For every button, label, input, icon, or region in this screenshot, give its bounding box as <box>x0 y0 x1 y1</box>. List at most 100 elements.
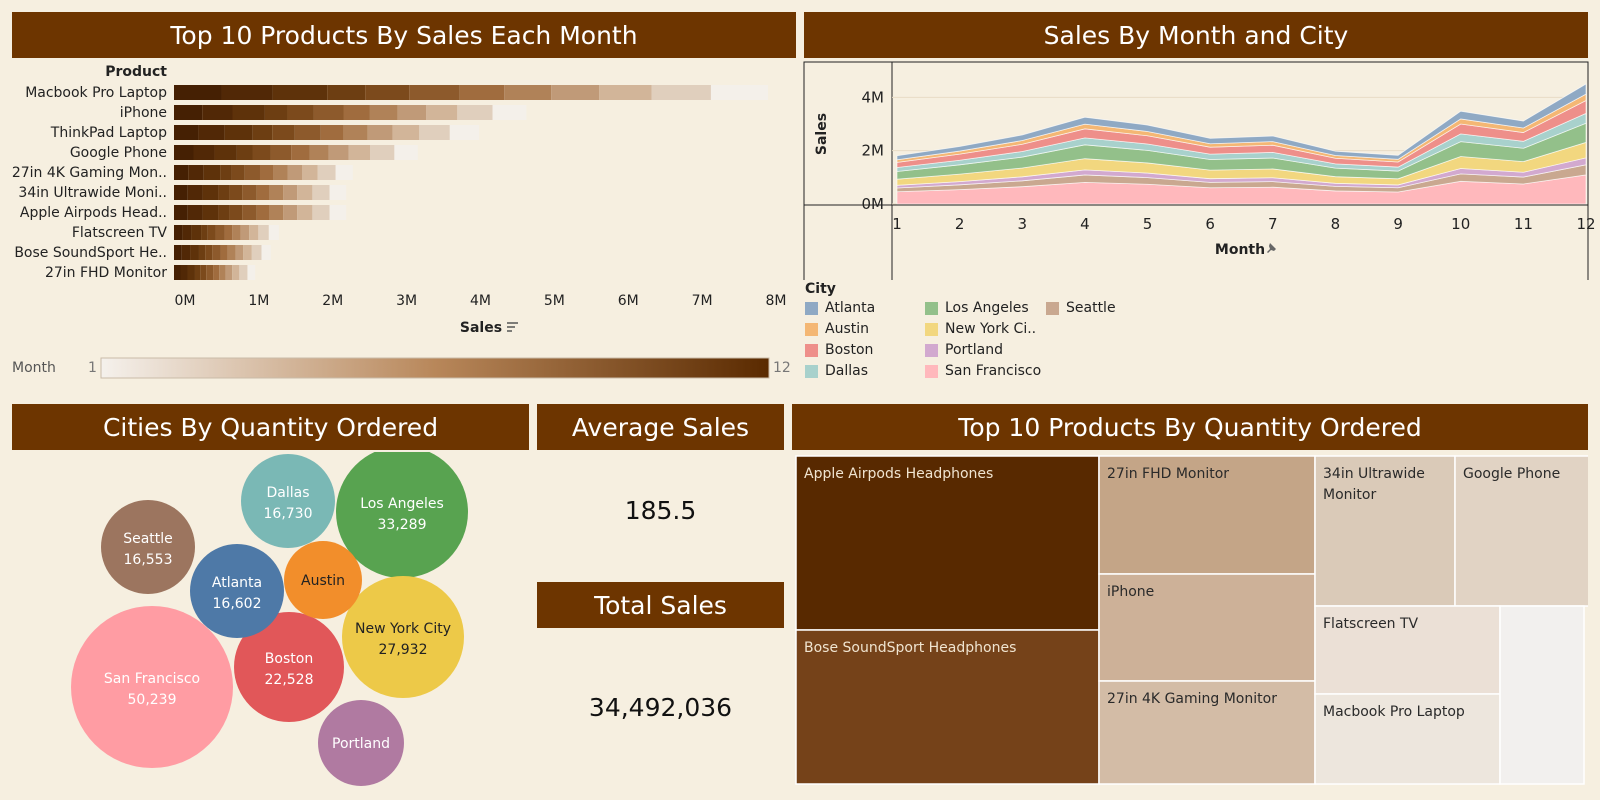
bar-segment <box>291 145 310 160</box>
legend-swatch <box>925 322 938 336</box>
bar-segment <box>426 105 458 120</box>
bar-segment <box>457 105 493 120</box>
bubble-value: 22,528 <box>265 672 314 688</box>
bubble-label: Atlanta <box>212 575 262 591</box>
city-bubble <box>284 541 362 619</box>
bar-segment <box>710 85 768 100</box>
bar-segment <box>207 225 216 240</box>
product-label: Apple Airpods Head.. <box>20 205 167 221</box>
bar-segment <box>256 185 270 200</box>
bar-segment <box>193 145 215 160</box>
bar-segment <box>258 225 269 240</box>
bar-segment <box>392 125 420 140</box>
bar-segment <box>247 265 256 280</box>
bubble-value: 50,239 <box>128 692 177 708</box>
cities-bubble-chart: San Francisco 50,239 Los Angeles 33,289 New … <box>71 452 468 786</box>
bar-segment <box>409 85 460 100</box>
legend-swatch <box>1046 301 1059 315</box>
x-axis-label: Month <box>1215 242 1265 258</box>
bar-segment <box>252 145 271 160</box>
bar-segment <box>232 105 265 120</box>
x-tick-label: 1 <box>892 215 902 233</box>
y-tick-label: 0M <box>862 195 885 213</box>
bar-segment <box>239 265 248 280</box>
treemap-label: Google Phone <box>1463 466 1560 482</box>
bar-segment <box>174 205 188 220</box>
bar-segment <box>202 185 219 200</box>
bar-segment <box>367 125 393 140</box>
bubble-label: Austin <box>301 573 345 589</box>
treemap-label: Bose SoundSport Headphones <box>804 640 1016 656</box>
treemap-label: 27in FHD Monitor <box>1107 466 1229 482</box>
bar-segment <box>272 85 328 100</box>
legend-label: Seattle <box>1066 300 1116 316</box>
bar-segment <box>194 265 201 280</box>
bar-segment <box>212 245 221 260</box>
bar-segment <box>335 165 353 180</box>
legend-item: San Francisco <box>925 363 1041 379</box>
legend-swatch <box>925 301 938 315</box>
bar-segment <box>249 225 259 240</box>
legend-item: New York Ci.. <box>925 321 1036 337</box>
bar-segment <box>181 245 191 260</box>
city-bubble <box>101 500 195 594</box>
bar-segment <box>492 105 527 120</box>
legend-swatch <box>805 301 818 315</box>
bar-segment <box>201 225 208 240</box>
bar-segment <box>327 85 366 100</box>
bar-segment <box>264 105 288 120</box>
bar-segment <box>174 125 199 140</box>
bar-segment <box>394 145 418 160</box>
bar-segment <box>343 105 370 120</box>
x-tick-label: 2M <box>322 293 343 309</box>
x-tick-label: 7M <box>692 293 713 309</box>
city-legend-title: City <box>805 281 836 297</box>
bar-segment <box>312 185 330 200</box>
product-header: Product <box>105 64 167 80</box>
bar-segment <box>369 105 398 120</box>
bar-segment <box>329 205 347 220</box>
x-tick-label: 1M <box>248 293 269 309</box>
treemap-label: 34in Ultrawide <box>1323 466 1425 482</box>
bar-segment <box>273 165 288 180</box>
bar-segment <box>200 265 207 280</box>
bubble-label: San Francisco <box>104 671 200 687</box>
bar-segment <box>190 245 199 260</box>
bar-segment <box>302 165 318 180</box>
bar-segment <box>220 165 232 180</box>
bar-segment <box>328 145 349 160</box>
cities-qty-title: Cities By Quantity Ordered <box>12 404 529 450</box>
legend-item: Seattle <box>1046 300 1116 316</box>
city-bubble <box>71 606 233 768</box>
legend-swatch <box>805 343 818 357</box>
bar-segment <box>215 225 225 240</box>
treemap-cell <box>1499 605 1585 785</box>
bar-segment <box>449 125 480 140</box>
bar-segment <box>419 125 450 140</box>
bar-segment <box>206 265 214 280</box>
bar-segment <box>224 125 253 140</box>
bar-segment <box>232 265 240 280</box>
bar-segment <box>214 145 237 160</box>
legend-label: New York Ci.. <box>945 321 1037 337</box>
product-label: 27in 4K Gaming Mon.. <box>12 165 167 181</box>
bar-segment <box>242 205 257 220</box>
treemap-cell <box>1454 455 1588 607</box>
total-sales-title: Total Sales <box>537 582 784 628</box>
product-label: 27in FHD Monitor <box>45 265 167 281</box>
bar-segment <box>343 125 368 140</box>
x-tick-label: 5 <box>1143 215 1153 233</box>
x-tick-label: 3M <box>396 293 417 309</box>
bar-segment <box>174 265 181 280</box>
bar-segment <box>229 185 243 200</box>
product-label: Macbook Pro Laptop <box>25 85 167 101</box>
bar-segment <box>243 245 252 260</box>
x-tick-label: 6 <box>1205 215 1215 233</box>
bar-segment <box>269 185 284 200</box>
x-tick-label: 8 <box>1331 215 1341 233</box>
x-tick-label: 4M <box>470 293 491 309</box>
x-tick-label: 0M <box>175 293 196 309</box>
product-label: Bose SoundSport He.. <box>14 245 167 261</box>
bar-segment <box>459 85 505 100</box>
